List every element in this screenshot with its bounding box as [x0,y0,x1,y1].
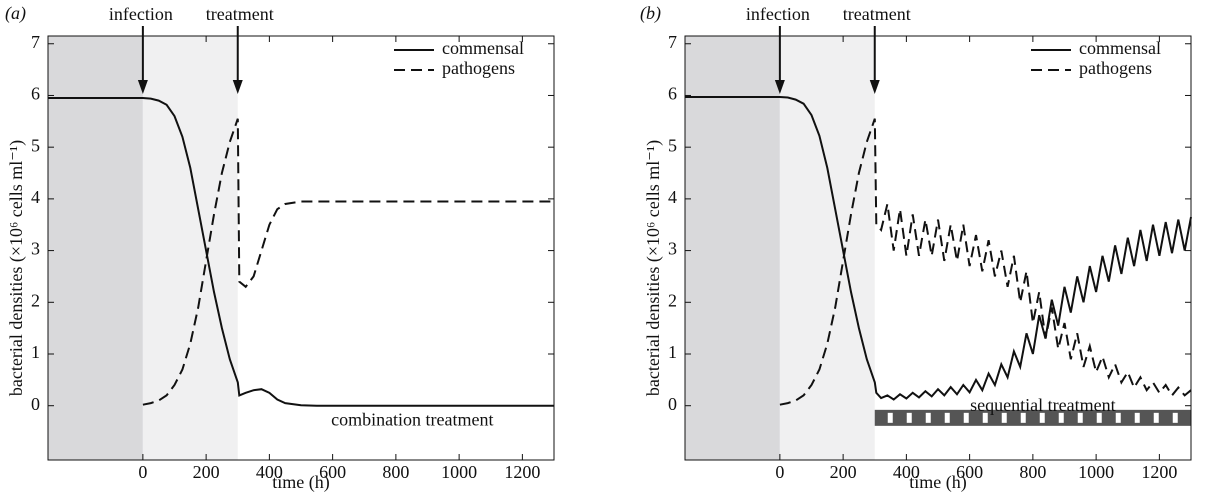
x-tick-label: 1000 [1078,462,1114,482]
y-tick-label: 6 [668,84,677,104]
arrow-head [869,80,880,94]
x-tick-label: 0 [138,462,147,482]
y-tick-label: 7 [668,32,677,52]
arrow-head [232,80,243,94]
y-tick-label: 0 [668,394,677,414]
legend-label: commensal [1079,38,1161,58]
y-tick-label: 1 [31,342,40,362]
x-tick-label: 800 [1019,462,1046,482]
treatment-gap [1115,412,1121,423]
treatment-gap [982,412,988,423]
treatment-gap [1096,412,1102,423]
legend-label: pathogens [1079,58,1152,78]
y-tick-label: 5 [668,135,677,155]
treatment-gap [1001,412,1007,423]
treatment-gap [925,412,931,423]
arrow-label: infection [746,4,810,24]
treatment-gap [1134,412,1140,423]
x-axis-label: time (h) [909,472,966,493]
shaded-region [48,36,143,460]
x-tick-label: 200 [830,462,857,482]
y-tick-label: 2 [668,290,677,310]
treatment-gap [1153,412,1159,423]
y-tick-label: 7 [31,32,40,52]
treatment-gap [906,412,912,423]
treatment-gap [963,412,969,423]
shaded-region [142,36,238,460]
y-axis-label: bacterial densities (×10⁶ cells ml⁻¹) [6,140,27,396]
panel: (a) 0 200 400 600 800 1000 1200 0 1 2 3 4 5 6 7 time (h)… [5,3,555,493]
plot-frame [47,35,555,461]
shaded-region [685,36,780,460]
x-tick-label: 400 [256,462,283,482]
y-tick-label: 3 [31,239,40,259]
annotation: combination treatment [331,409,493,429]
treatment-gap [944,412,950,423]
treatment-gap [1172,412,1178,423]
panel: (b) 0 200 400 600 800 1000 1200 0 1 2 3 4 5 6 7 time (h)… [640,3,1192,493]
arrow-head [774,80,785,94]
panel-label: (b) [640,3,661,24]
y-tick-label: 5 [31,135,40,155]
x-tick-label: 1200 [1141,462,1177,482]
treatment-gap [1058,412,1064,423]
arrow-label: infection [109,4,173,24]
treatment-gap [1077,412,1083,423]
x-tick-label: 1000 [441,462,477,482]
x-tick-label: 200 [193,462,220,482]
treatment-gap [1020,412,1026,423]
treatment-bar [874,409,1191,426]
x-tick-label: 1200 [504,462,540,482]
x-tick-label: 800 [382,462,409,482]
treatment-gap [887,412,893,423]
y-tick-label: 3 [668,239,677,259]
y-tick-label: 2 [31,290,40,310]
x-tick-label: 600 [319,462,346,482]
arrow-label: treatment [206,4,274,24]
series-line [48,97,554,407]
x-tick-label: 400 [893,462,920,482]
legend-label: pathogens [442,58,515,78]
treatment-gap [1039,412,1045,423]
panel-label: (a) [5,3,26,24]
y-tick-label: 6 [31,84,40,104]
annotation: sequential treatment [970,395,1115,415]
series-line [685,96,1192,401]
arrow-label: treatment [843,4,911,24]
series-line [779,118,1192,406]
y-tick-label: 0 [31,394,40,414]
plot-frame [684,35,1192,461]
y-tick-label: 4 [31,187,40,207]
legend-label: commensal [442,38,524,58]
x-tick-label: 0 [775,462,784,482]
y-tick-label: 1 [668,342,677,362]
arrow-head [137,80,148,94]
x-axis-label: time (h) [272,472,329,493]
series-line [142,118,554,406]
x-tick-label: 600 [956,462,983,482]
y-axis-label: bacterial densities (×10⁶ cells ml⁻¹) [643,140,664,396]
y-tick-label: 4 [668,187,677,207]
shaded-region [779,36,875,460]
